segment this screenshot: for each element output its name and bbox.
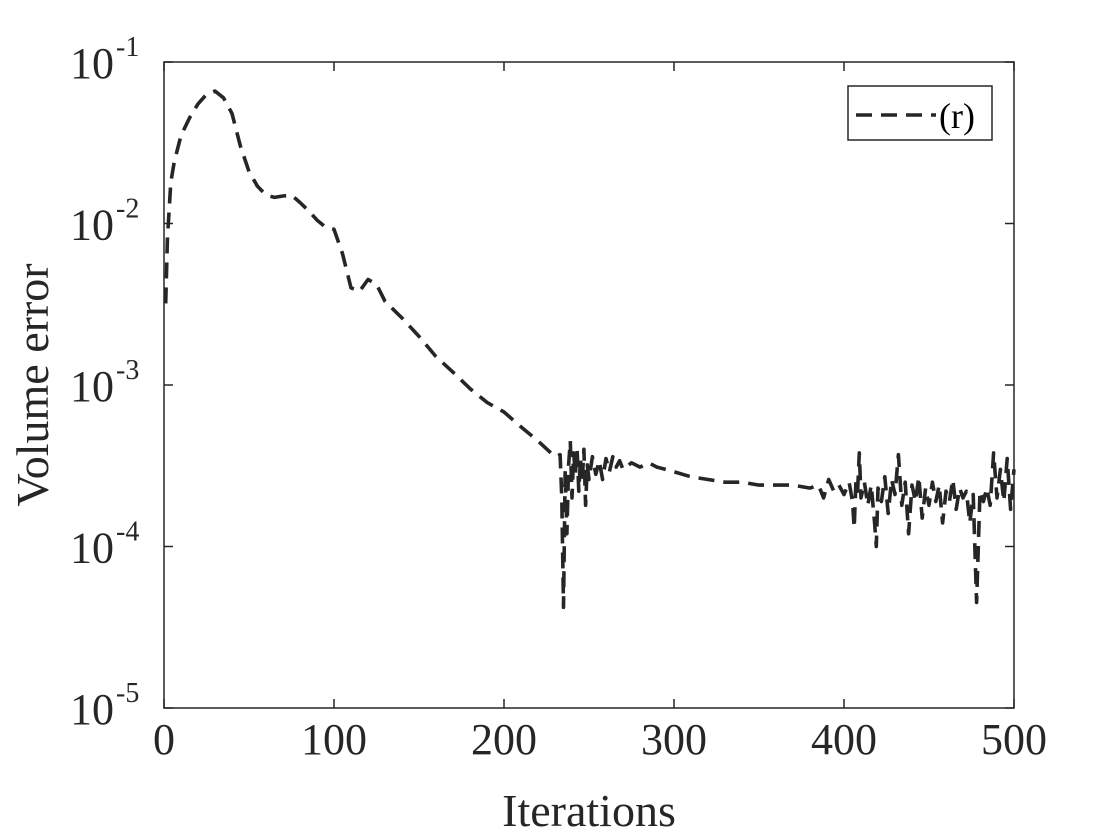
x-tick-label: 100 xyxy=(301,715,367,764)
y-tick-label-base: 10 xyxy=(70,524,114,573)
x-tick-label: 300 xyxy=(641,715,707,764)
x-tick-label: 400 xyxy=(811,715,877,764)
legend-box xyxy=(847,85,993,141)
y-tick-label-exponent: -3 xyxy=(116,355,139,386)
y-tick-label: 10 -2 xyxy=(70,194,139,250)
plot-area xyxy=(163,61,1016,709)
y-tick-label: 10 -3 xyxy=(70,355,139,411)
x-axis-label: Iterations xyxy=(502,785,676,836)
x-tick-label: 0 xyxy=(153,715,175,764)
y-tick-label-exponent: -5 xyxy=(116,678,139,709)
y-tick-label-base: 10 xyxy=(70,362,114,411)
y-tick-label-base: 10 xyxy=(70,201,114,250)
y-tick-label-exponent: -1 xyxy=(116,32,139,63)
series-line-0 xyxy=(163,89,1016,610)
y-tick-label-base: 10 xyxy=(70,39,114,88)
axis-ticks xyxy=(163,61,1015,709)
x-tick-label: 500 xyxy=(981,715,1047,764)
legend-label: (r) xyxy=(939,96,975,136)
y-axis-label: Volume error xyxy=(7,263,58,506)
y-tick-label-exponent: -2 xyxy=(116,194,139,225)
y-tick-label-base: 10 xyxy=(70,685,114,734)
legend: (r) xyxy=(847,85,993,141)
y-tick-label: 10 -1 xyxy=(70,32,139,88)
y-tick-label: 10 -4 xyxy=(70,517,139,573)
y-tick-label: 10 -5 xyxy=(70,678,139,734)
y-tick-label-exponent: -4 xyxy=(116,517,139,548)
x-tick-label: 200 xyxy=(471,715,537,764)
plot-frame xyxy=(163,61,1015,709)
